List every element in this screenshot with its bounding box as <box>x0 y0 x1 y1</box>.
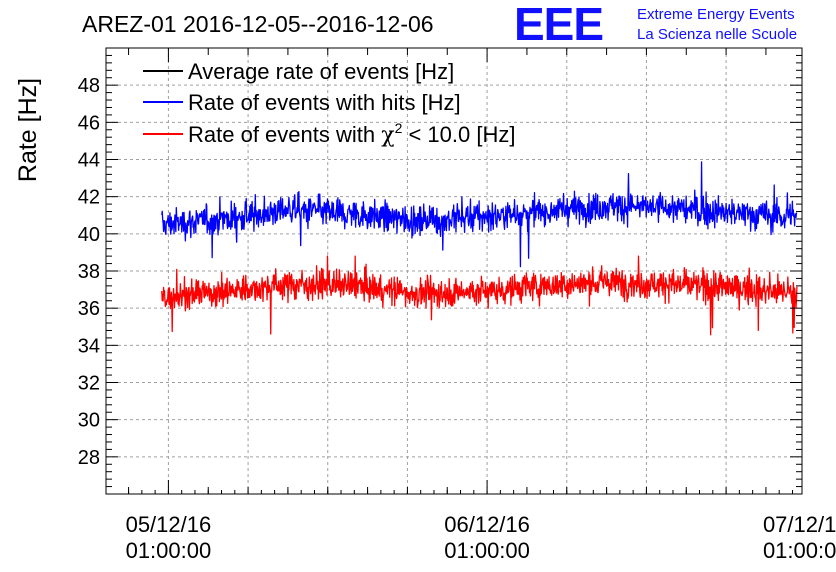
x-tick-label-time: 01:00:00 <box>126 538 212 563</box>
logo-line2: La Scienza nelle Scuole <box>637 26 797 43</box>
series-line-hits <box>161 161 798 268</box>
y-tick-label: 44 <box>78 150 100 172</box>
y-tick-label: 36 <box>78 298 100 320</box>
y-tick-label: 30 <box>78 410 100 432</box>
logo-mark: EEE <box>514 0 603 50</box>
y-tick-label: 28 <box>78 447 100 469</box>
y-tick-label: 48 <box>78 75 100 97</box>
chart-title: AREZ-01 2016-12-05--2016-12-06 <box>82 11 434 37</box>
y-tick-label: 46 <box>78 112 100 134</box>
y-tick-label: 34 <box>78 335 100 357</box>
x-tick-label-time: 01:00:00 <box>763 538 836 563</box>
legend-label-hits: Rate of events with hits [Hz] <box>188 90 461 115</box>
x-tick-label-time: 01:00:00 <box>444 538 530 563</box>
grid-lines <box>106 48 802 494</box>
y-tick-label: 42 <box>78 187 100 209</box>
legend: Average rate of events [Hz] Rate of even… <box>143 59 515 148</box>
logo-line1: Extreme Energy Events <box>637 6 795 23</box>
series-layer <box>161 161 798 336</box>
x-tick-label-date: 07/12/16 <box>763 512 836 537</box>
x-tick-label-date: 05/12/16 <box>126 512 212 537</box>
legend-label-average: Average rate of events [Hz] <box>188 59 454 84</box>
legend-label-chi2: Rate of events with χ2 < 10.0 [Hz] <box>188 120 515 148</box>
eee-logo: EEE Extreme Energy Events La Scienza nel… <box>514 0 797 50</box>
x-axis: 05/12/1601:00:0006/12/1601:00:0007/12/16… <box>126 48 836 563</box>
y-axis-label: Rate [Hz] <box>14 78 42 182</box>
y-tick-label: 38 <box>78 261 100 283</box>
y-tick-label: 40 <box>78 224 100 246</box>
series-line-chi2 <box>161 255 798 336</box>
x-tick-label-date: 06/12/16 <box>444 512 530 537</box>
y-axis: 28 30 32 34 36 38 40 42 44 46 48 <box>78 47 802 495</box>
y-tick-label: 32 <box>78 373 100 395</box>
